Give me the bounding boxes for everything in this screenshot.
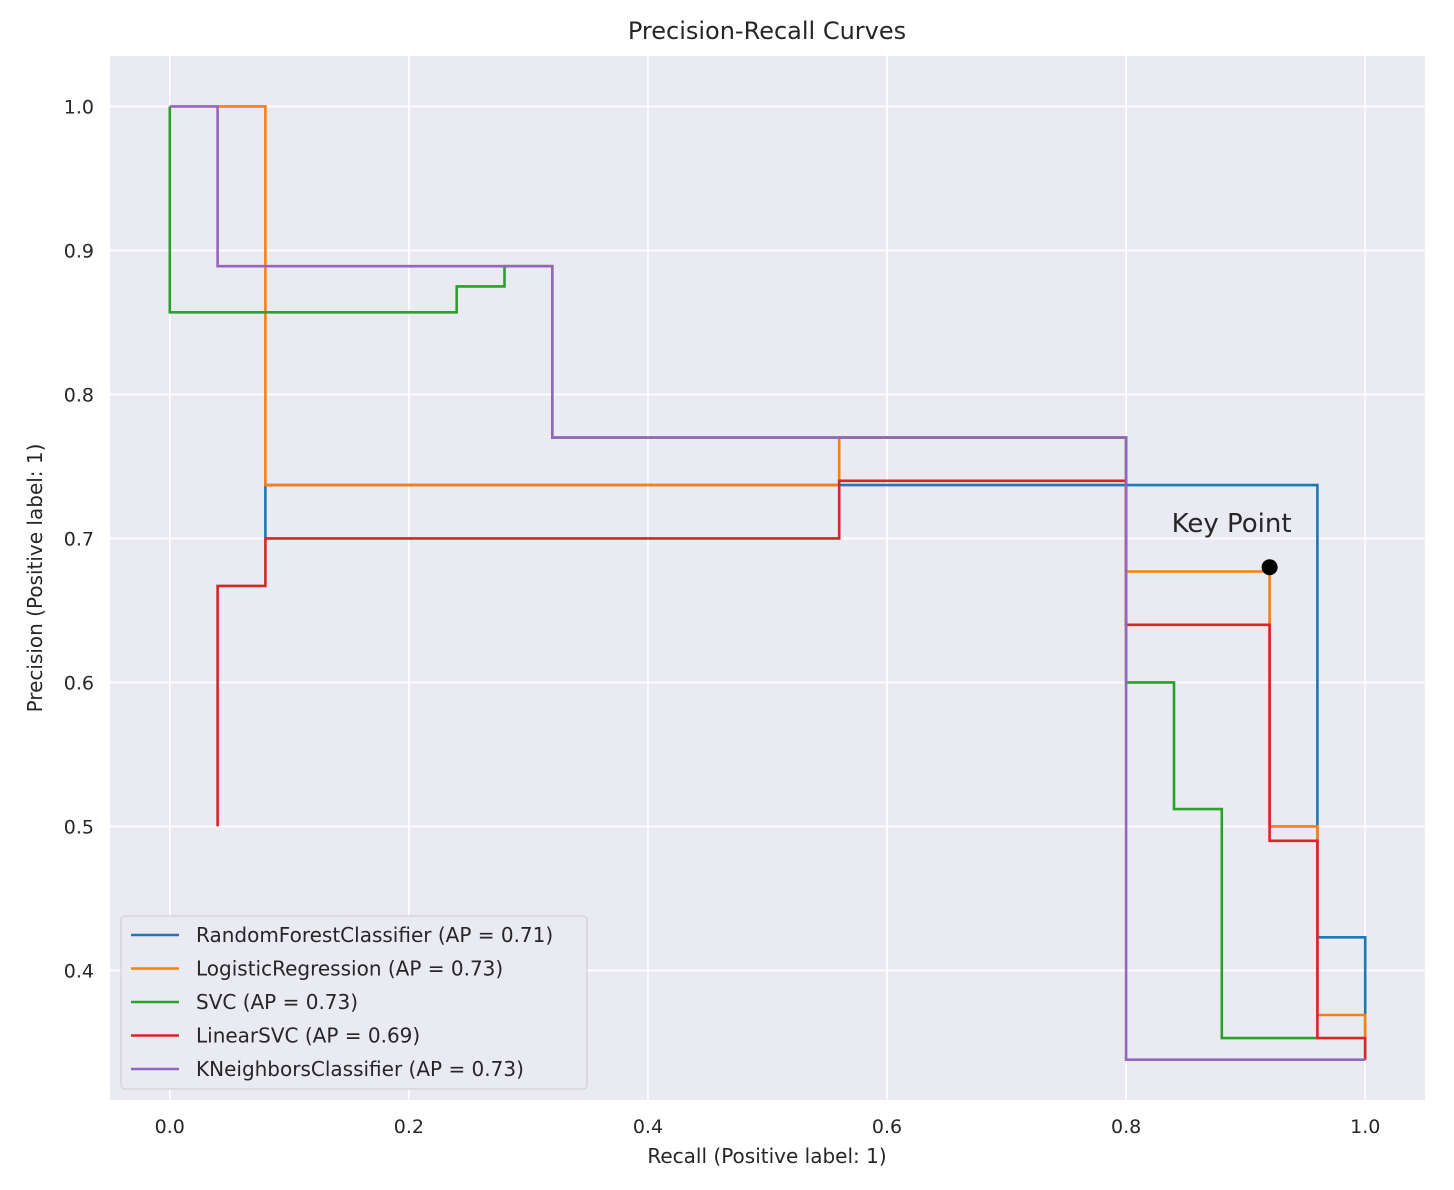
y-tick-label: 0.8	[64, 384, 94, 406]
y-tick-label: 0.9	[64, 240, 94, 262]
x-tick-label: 0.8	[1111, 1116, 1141, 1138]
x-tick-label: 0.4	[633, 1116, 663, 1138]
annotation-layer: Key Point	[1172, 509, 1292, 576]
legend-box	[120, 915, 588, 1090]
y-tick-label: 0.5	[64, 816, 94, 838]
y-tick-label: 0.6	[64, 672, 94, 694]
legend: RandomForestClassifier (AP = 0.71) Logist…	[120, 915, 588, 1090]
x-axis-label: Recall (Positive label: 1)	[647, 1144, 886, 1168]
series-layer	[168, 105, 1367, 1061]
x-tick-label: 1.0	[1350, 1116, 1380, 1138]
tick-labels: 0.0 0.2 0.4 0.6 0.8 1.0 0.4 0.5 0.6 0.7 0.8 0.9 1.0	[64, 96, 1381, 1138]
series-line-5	[169, 105, 1366, 1061]
y-axis-label: Precision (Positive label: 1)	[23, 444, 47, 713]
series-line-1	[264, 483, 1367, 1060]
x-tick-label: 0.6	[872, 1116, 902, 1138]
legend-entry-label: RandomForestClassifier (AP = 0.71)	[196, 923, 553, 947]
legend-entry-label: LinearSVC (AP = 0.69)	[196, 1024, 420, 1048]
chart-title: Precision-Recall Curves	[628, 17, 906, 45]
key-point-label: Key Point	[1172, 509, 1292, 539]
y-tick-label: 1.0	[64, 96, 94, 118]
x-tick-label: 0.2	[394, 1116, 424, 1138]
legend-entry-label: KNeighborsClassifier (AP = 0.73)	[196, 1057, 524, 1081]
y-tick-label: 0.7	[64, 528, 94, 550]
key-point-marker	[1261, 559, 1278, 576]
y-tick-label: 0.4	[64, 960, 94, 982]
x-tick-label: 0.0	[155, 1116, 185, 1138]
legend-entry-label: SVC (AP = 0.73)	[196, 990, 358, 1014]
legend-entry-label: LogisticRegression (AP = 0.73)	[196, 957, 503, 981]
